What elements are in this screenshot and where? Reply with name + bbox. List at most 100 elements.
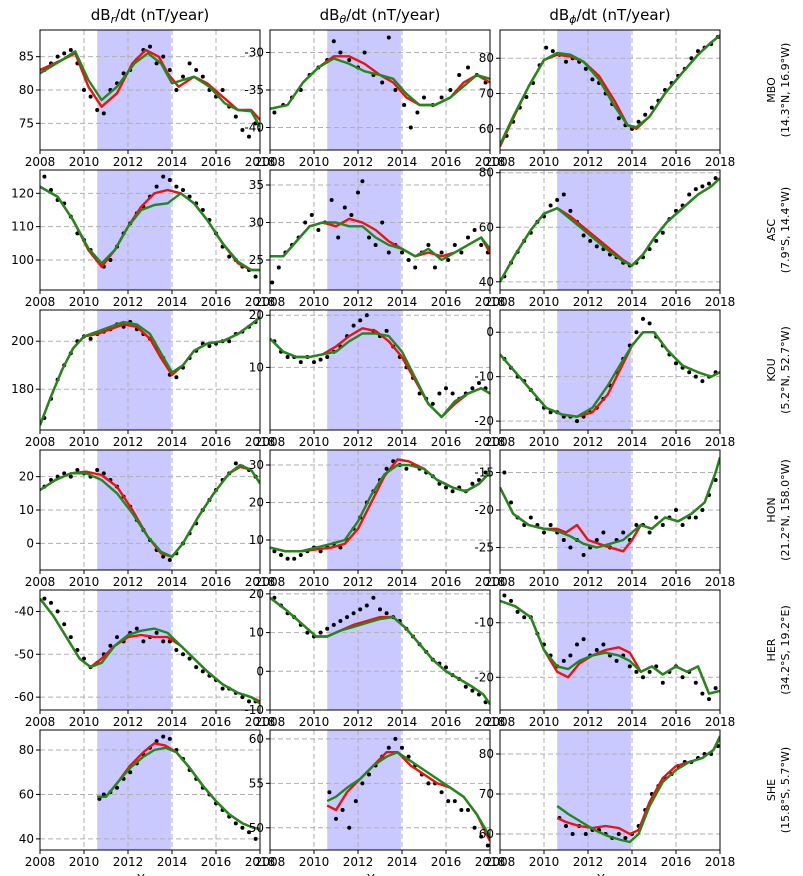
data-point [75,648,80,652]
y-tick-label: 80 [19,83,34,97]
plot-area [500,316,720,424]
data-point [654,664,659,669]
data-point [233,461,238,466]
data-point [561,192,566,197]
data-point [247,830,251,835]
data-point [680,675,685,680]
data-point [393,88,398,92]
data-point [649,105,654,110]
data-point [181,188,185,192]
station-labels: MBO (14.3°N, 16.9°W) ASC (7.9°S, 14.4°W) KOU… [765,43,792,834]
data-point [362,50,367,55]
data-point [331,622,336,627]
x-tick-label: 2010 [299,155,330,169]
column-title-prefix: dB [320,6,340,24]
station-code: KOU [765,358,778,381]
y-tick-label: 60 [19,787,34,801]
data-point [194,68,199,72]
x-tick-label: 2018 [245,295,276,309]
y-tick-label: 35 [249,178,264,192]
plot-area [270,35,490,130]
data-point [528,515,533,520]
data-point [247,134,251,139]
data-point [384,328,389,333]
data-point [623,836,628,840]
y-tick-label: 60 [479,220,494,234]
data-point [55,54,60,59]
x-tick-label: 2018 [705,715,736,729]
column-title-prefix: dB [549,6,569,24]
station-label-she: SHE (15.8°S, 5.7°W) [765,747,792,833]
x-tick-label: 2012 [343,295,374,309]
data-point [470,481,475,486]
y-tick-label: -20 [474,670,494,684]
panel-mbo-3: 2008 2010 2012 2014 2016 2018 60 70 80 [479,29,735,169]
data-point [364,313,369,318]
shaded-interval [327,170,401,290]
data-point [174,88,179,92]
column-title-subscript: θ [339,13,346,26]
station-coords: (34.2°S, 19.2°E) [779,605,792,695]
data-point [485,843,490,848]
data-point [331,39,336,44]
data-point [167,68,172,72]
y-tick-label: 20 [249,587,264,601]
data-point [101,792,106,797]
x-tick-label: 2016 [201,295,232,309]
x-tick-label: 2014 [387,295,418,309]
plot-area [270,458,490,561]
data-point [101,471,106,476]
axes-frame [39,169,261,291]
x-tick-label: 2012 [573,295,604,309]
column-title-prefix: dB [91,6,111,24]
x-tick-label: 2010 [69,855,100,869]
y-tick-label: 80 [19,743,34,757]
data-point [174,375,179,380]
green-model-line [500,177,720,283]
data-point [68,474,73,479]
y-tick-label: 70 [479,87,494,101]
data-point [305,630,310,635]
panel-she-2: 2008 2010 2012 2014 2016 2018 50 55 60 Year [249,729,505,876]
panel-she-1: 2008 2010 2012 2014 2016 2018 40 60 80 Year [19,729,275,876]
data-point [400,745,404,750]
x-tick-label: 2012 [113,155,144,169]
data-point [439,790,444,795]
data-point [303,220,308,225]
green-model-line [97,746,260,831]
column-title-2: dBθ/dt (nT/year) [320,6,441,26]
data-point [351,611,356,616]
y-tick-label: 80 [479,747,494,761]
data-point [161,174,166,179]
axes-frame [499,729,721,851]
axes-frame [269,309,491,431]
x-axis-label: Year [136,872,162,876]
data-point [49,600,53,605]
data-point [466,65,470,70]
x-tick-label: 2016 [431,435,462,449]
column-title-subscript: ϕ [569,13,576,26]
data-point [457,73,462,77]
data-point [318,357,323,362]
data-point [426,781,431,786]
data-point [380,80,385,85]
green-model-line [40,597,260,705]
green-model-line [40,463,260,558]
data-point [347,825,352,830]
y-tick-label: 10 [19,503,34,517]
data-point [272,595,277,600]
data-point [627,664,632,669]
data-point [187,656,192,661]
data-point [298,360,303,365]
data-point [634,669,639,674]
x-tick-label: 2012 [343,155,374,169]
data-point [393,736,398,741]
x-tick-label: 2008 [485,155,516,169]
data-point [174,648,179,652]
x-tick-label: 2014 [387,855,418,869]
data-point [345,615,349,620]
x-tick-label: 2008 [485,295,516,309]
panel-asc-3: 2008 2010 2012 2014 2016 2018 40 60 80 [479,166,736,309]
data-point [674,508,678,512]
y-tick-label: -35 [244,83,264,97]
